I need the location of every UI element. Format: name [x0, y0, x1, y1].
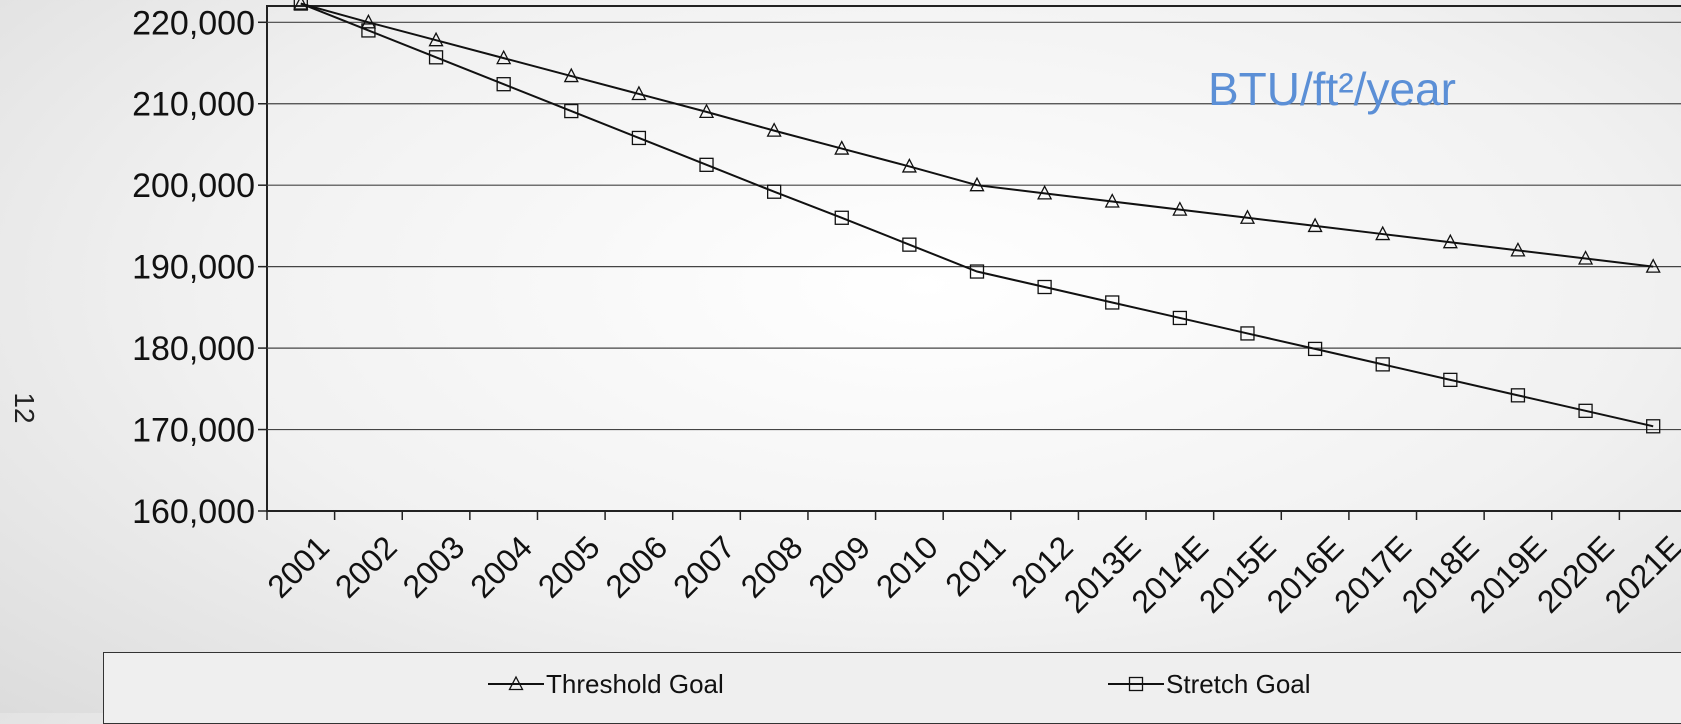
- triangle-marker: [360, 13, 376, 29]
- series-group: [293, 0, 1661, 434]
- square-marker: [564, 103, 579, 119]
- legend-label: Stretch Goal: [1166, 669, 1311, 699]
- x-tick-label: 2007: [666, 529, 742, 605]
- square-marker: [361, 23, 376, 38]
- x-tick-label: 2001: [260, 529, 336, 605]
- triangle-marker: [1510, 241, 1526, 257]
- triangle-marker: [563, 67, 579, 83]
- triangle-marker: [901, 158, 917, 173]
- series-line: [300, 2, 1654, 268]
- y-tick-label: 200,000: [132, 167, 255, 205]
- x-axis: 2001200220032004200520062007200820092010…: [260, 511, 1681, 620]
- x-tick-label: 2003: [396, 529, 472, 605]
- grid-lines: [267, 21, 1681, 431]
- square-marker: [631, 130, 647, 146]
- x-tick-label: 2016E: [1260, 529, 1351, 620]
- y-tick-label: 180,000: [132, 330, 255, 368]
- x-tick-label: 2015E: [1192, 529, 1283, 620]
- square-marker: [1240, 326, 1255, 341]
- x-tick-label: 2004: [463, 529, 539, 605]
- triangle-marker: [1172, 201, 1188, 216]
- y-tick-label: 210,000: [132, 86, 255, 124]
- triangle-marker: [969, 176, 985, 192]
- y-axis: 160,000 170,000 180,000 190,000 200,000 210,0…: [132, 4, 267, 531]
- x-tick-label: 2018E: [1395, 529, 1486, 620]
- triangle-marker: [631, 85, 647, 101]
- square-marker: [834, 210, 849, 225]
- series-threshold-goal: [293, 0, 1661, 273]
- triangle-marker: [508, 675, 524, 691]
- square-marker: [1578, 403, 1593, 418]
- y-tick-label: 220,000: [132, 4, 255, 42]
- units-annotation: BTU/ft²/year: [1208, 63, 1456, 115]
- triangle-marker: [293, 0, 309, 10]
- y-tick-label: 190,000: [132, 249, 255, 287]
- triangle-marker: [496, 49, 512, 65]
- square-marker: [1307, 341, 1323, 357]
- square-marker: [293, 0, 308, 11]
- square-marker: [1443, 372, 1458, 388]
- square-marker: [1646, 419, 1661, 434]
- triangle-marker: [1375, 225, 1391, 241]
- series-line: [300, 2, 1654, 428]
- x-tick-label: 2009: [801, 529, 877, 605]
- x-tick-label: 2010: [869, 529, 945, 605]
- square-marker: [1172, 310, 1188, 326]
- x-tick-label: 2008: [734, 529, 810, 605]
- triangle-marker: [1442, 233, 1458, 249]
- x-tick-label: 2019E: [1462, 529, 1553, 620]
- triangle-marker: [1104, 193, 1120, 208]
- square-marker: [1510, 388, 1526, 403]
- square-marker: [1375, 357, 1390, 372]
- triangle-marker: [766, 122, 782, 137]
- legend-item: Stretch Goal: [1108, 669, 1311, 699]
- square-marker: [699, 157, 714, 172]
- series-stretch-goal: [293, 0, 1661, 434]
- x-tick-label: 2011: [938, 529, 1012, 603]
- square-marker: [1037, 279, 1052, 295]
- y-tick-label: 170,000: [132, 412, 255, 450]
- triangle-marker: [698, 103, 715, 119]
- x-tick-label: 2006: [598, 529, 674, 605]
- square-marker: [766, 184, 782, 199]
- x-tick-label: 2013E: [1057, 529, 1148, 620]
- x-tick-label: 2002: [328, 529, 404, 605]
- square-marker: [1105, 295, 1120, 310]
- x-tick-label: 2021E: [1598, 529, 1681, 620]
- legend-label: Threshold Goal: [546, 669, 724, 699]
- triangle-marker: [834, 140, 850, 155]
- triangle-marker: [1239, 209, 1256, 224]
- x-tick-label: 2005: [531, 529, 607, 605]
- square-marker: [902, 237, 917, 252]
- plot-area: [266, 5, 1681, 512]
- triangle-marker: [1037, 184, 1053, 200]
- triangle-marker: [1307, 217, 1323, 233]
- legend-item: Threshold Goal: [488, 669, 724, 699]
- x-tick-label: 2017E: [1327, 529, 1418, 620]
- legend: Threshold Goal Stretch Goal: [488, 669, 1311, 699]
- x-tick-label: 2014E: [1124, 529, 1215, 620]
- square-marker: [428, 50, 444, 65]
- y-tick-label: 160,000: [132, 493, 255, 531]
- square-marker: [969, 264, 985, 279]
- square-marker: [1128, 676, 1144, 692]
- square-marker: [496, 77, 511, 92]
- triangle-marker: [1578, 250, 1594, 265]
- triangle-marker: [428, 31, 444, 47]
- x-tick-label: 2020E: [1530, 529, 1621, 620]
- triangle-marker: [1645, 258, 1661, 273]
